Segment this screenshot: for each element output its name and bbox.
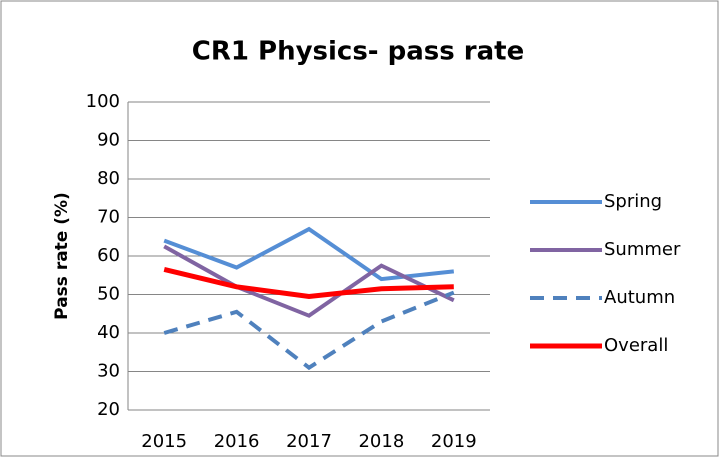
y-tick-label: 30 (97, 361, 120, 382)
legend-label: Autumn (604, 287, 675, 308)
legend-label: Spring (604, 191, 662, 212)
x-tick-label: 2016 (214, 431, 260, 452)
y-tick-label: 70 (97, 207, 120, 228)
x-tick-label: 2015 (141, 431, 187, 452)
y-tick-label: 90 (97, 130, 120, 151)
y-tick-label: 50 (97, 284, 120, 305)
legend-label: Overall (604, 335, 668, 356)
y-axis-label: Pass rate (%) (52, 192, 72, 320)
series-line (163, 290, 455, 371)
x-tick-label: 2018 (358, 431, 404, 452)
y-tick-label: 100 (86, 91, 120, 112)
y-tick-label: 60 (97, 245, 120, 266)
chart-title: CR1 Physics- pass rate (192, 37, 524, 67)
y-tick-label: 40 (97, 322, 120, 343)
x-tick-label: 2019 (431, 431, 477, 452)
x-tick-label: 2017 (286, 431, 332, 452)
legend-label: Summer (604, 239, 681, 260)
series-line (163, 244, 455, 318)
y-tick-label: 80 (97, 168, 120, 189)
y-tick-label: 20 (97, 399, 120, 420)
series-line (163, 267, 454, 299)
